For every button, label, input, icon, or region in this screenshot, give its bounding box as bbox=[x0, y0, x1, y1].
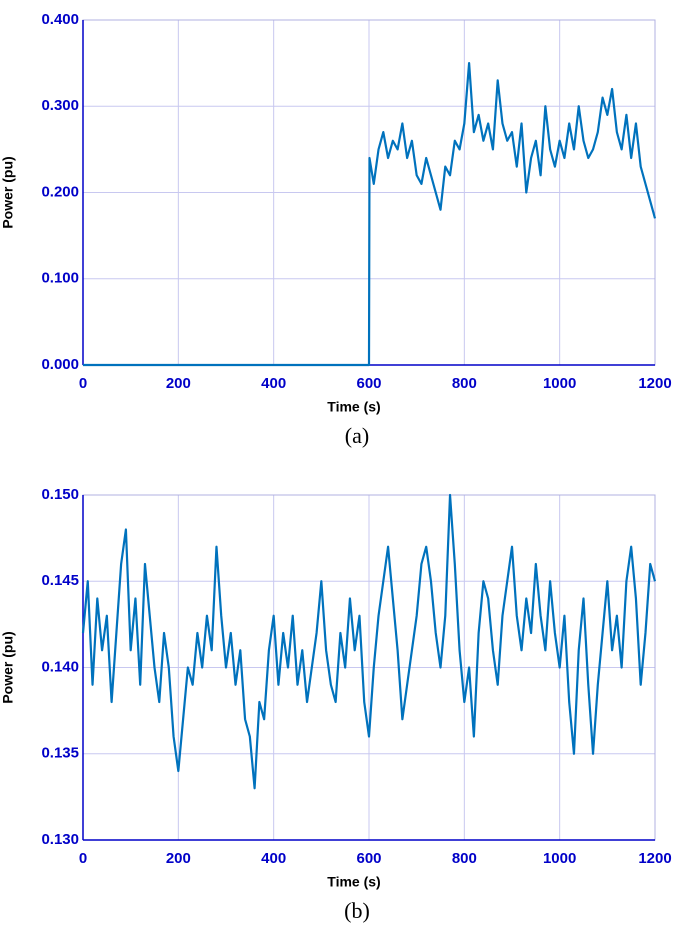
y-tick-label: 0.140 bbox=[41, 658, 79, 675]
data-line bbox=[81, 493, 657, 790]
y-tick-label: 0.145 bbox=[41, 572, 79, 589]
y-tick-label: 0.200 bbox=[41, 183, 79, 200]
y-tick-label: 0.100 bbox=[41, 270, 79, 287]
y-axis-label: Power (pu) bbox=[0, 156, 16, 228]
x-tick-label: 800 bbox=[452, 850, 477, 867]
x-tick-label: 1000 bbox=[543, 375, 576, 392]
y-axis-label: Power (pu) bbox=[0, 631, 16, 703]
y-tick-label: 0.300 bbox=[41, 97, 79, 114]
x-axis-label: Time (s) bbox=[327, 399, 380, 415]
x-axis-label: Time (s) bbox=[327, 874, 380, 890]
data-line bbox=[83, 62, 657, 367]
y-tick-label: 0.135 bbox=[41, 745, 79, 762]
caption: (a) bbox=[345, 423, 369, 448]
caption: (b) bbox=[344, 898, 370, 923]
x-tick-label: 1000 bbox=[543, 850, 576, 867]
x-tick-label: 0 bbox=[79, 375, 87, 392]
x-tick-label: 0 bbox=[79, 850, 87, 867]
x-tick-label: 200 bbox=[166, 375, 191, 392]
x-tick-label: 1200 bbox=[638, 375, 671, 392]
y-tick-label: 0.000 bbox=[41, 356, 79, 373]
x-tick-label: 400 bbox=[261, 375, 286, 392]
x-tick-label: 400 bbox=[261, 850, 286, 867]
x-tick-label: 600 bbox=[356, 375, 381, 392]
x-tick-label: 800 bbox=[452, 375, 477, 392]
y-tick-label: 0.400 bbox=[41, 11, 79, 28]
x-tick-label: 600 bbox=[356, 850, 381, 867]
y-tick-label: 0.130 bbox=[41, 831, 79, 848]
x-tick-label: 200 bbox=[166, 850, 191, 867]
x-tick-label: 1200 bbox=[638, 850, 671, 867]
y-tick-label: 0.150 bbox=[41, 486, 79, 503]
